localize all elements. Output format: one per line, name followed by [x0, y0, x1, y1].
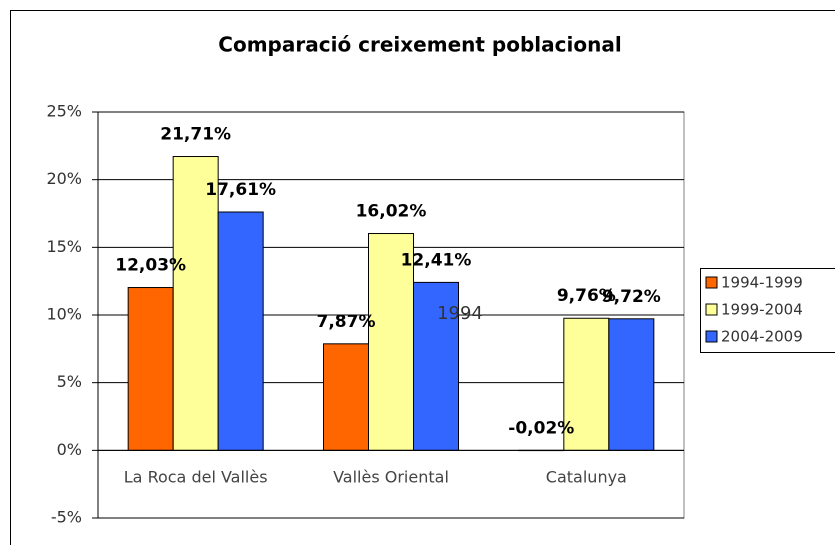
legend-swatch	[705, 330, 718, 343]
bar	[413, 281, 459, 451]
y-tick-label: 20%	[46, 169, 82, 188]
bar	[323, 343, 369, 451]
bar	[563, 317, 610, 451]
legend-box	[700, 268, 835, 353]
data-label: 12,03%	[115, 256, 186, 276]
legend-label: 1999-2004	[721, 301, 803, 319]
legend-label: 2004-2009	[721, 328, 803, 346]
chart-title: Comparació creixement poblacional	[218, 33, 621, 57]
data-label: 17,61%	[205, 180, 276, 200]
legend-swatch	[705, 276, 718, 289]
y-tick-label: 0%	[57, 440, 82, 459]
bar	[217, 211, 264, 451]
annotation: 1994	[437, 303, 483, 324]
data-label: 16,02%	[356, 202, 427, 222]
data-label: -0,02%	[508, 418, 574, 438]
y-tick-label: 10%	[46, 305, 82, 324]
bar	[608, 318, 655, 451]
y-tick-label: -5%	[51, 508, 82, 527]
bar	[172, 156, 219, 451]
data-label: 7,87%	[317, 312, 376, 332]
data-label: 12,41%	[401, 250, 472, 270]
bar	[368, 233, 414, 451]
x-tick-label: La Roca del Vallès	[124, 468, 268, 487]
x-tick-label: Catalunya	[546, 468, 627, 487]
bar	[127, 287, 174, 451]
legend-label: 1994-1999	[721, 274, 803, 292]
legend-swatch	[705, 303, 718, 316]
data-label: 9,76%	[557, 286, 616, 306]
y-tick-label: 25%	[46, 102, 82, 121]
y-tick-label: 5%	[57, 372, 82, 391]
data-label: 21,71%	[160, 125, 231, 145]
data-label: 9,72%	[602, 287, 661, 307]
y-tick-label: 15%	[46, 237, 82, 256]
x-tick-label: Vallès Oriental	[333, 468, 449, 487]
